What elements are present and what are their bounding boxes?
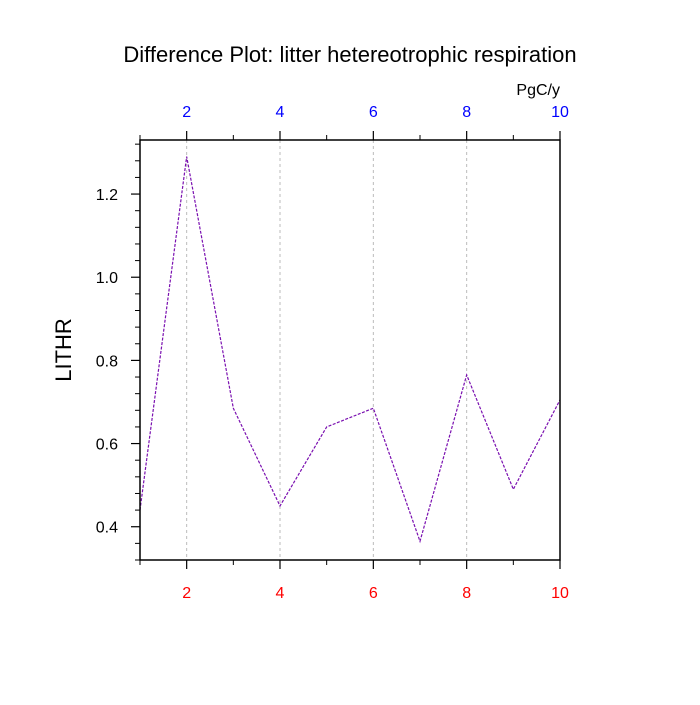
plot-frame — [139, 139, 561, 561]
y-tick-label: 0.8 — [96, 353, 118, 370]
y-tick-label: 1.0 — [96, 270, 118, 287]
x-tick-label-bottom: 8 — [462, 585, 471, 602]
y-tick-label: 0.6 — [96, 437, 118, 454]
x-tick-label-top: 2 — [182, 104, 191, 121]
y-tick-label: 0.4 — [96, 520, 118, 537]
x-tick-label-top: 4 — [276, 104, 285, 121]
chart-title: Difference Plot: litter hetereotrophic r… — [123, 42, 576, 67]
x-tick-label-bottom: 4 — [276, 585, 285, 602]
x-tick-label-top: 8 — [462, 104, 471, 121]
series-line — [139, 156, 561, 544]
x-tick-label-bottom: 2 — [182, 585, 191, 602]
series-lines — [139, 156, 561, 544]
x-tick-label-bottom: 6 — [369, 585, 378, 602]
tick-labels: 2 2 4 4 6 6 8 8 10 10 0.4 0.6 0.8 1.0 1.2 — [96, 104, 569, 602]
units-label: PgC/y — [516, 82, 560, 99]
x-tick-label-bottom: 10 — [551, 585, 569, 602]
x-tick-label-top: 10 — [551, 104, 569, 121]
y-axis-label: LITHR — [51, 318, 76, 382]
axis-ticks — [131, 131, 561, 569]
x-tick-label-top: 6 — [369, 104, 378, 121]
grid-lines — [186, 140, 468, 560]
y-tick-label: 1.2 — [96, 187, 118, 204]
